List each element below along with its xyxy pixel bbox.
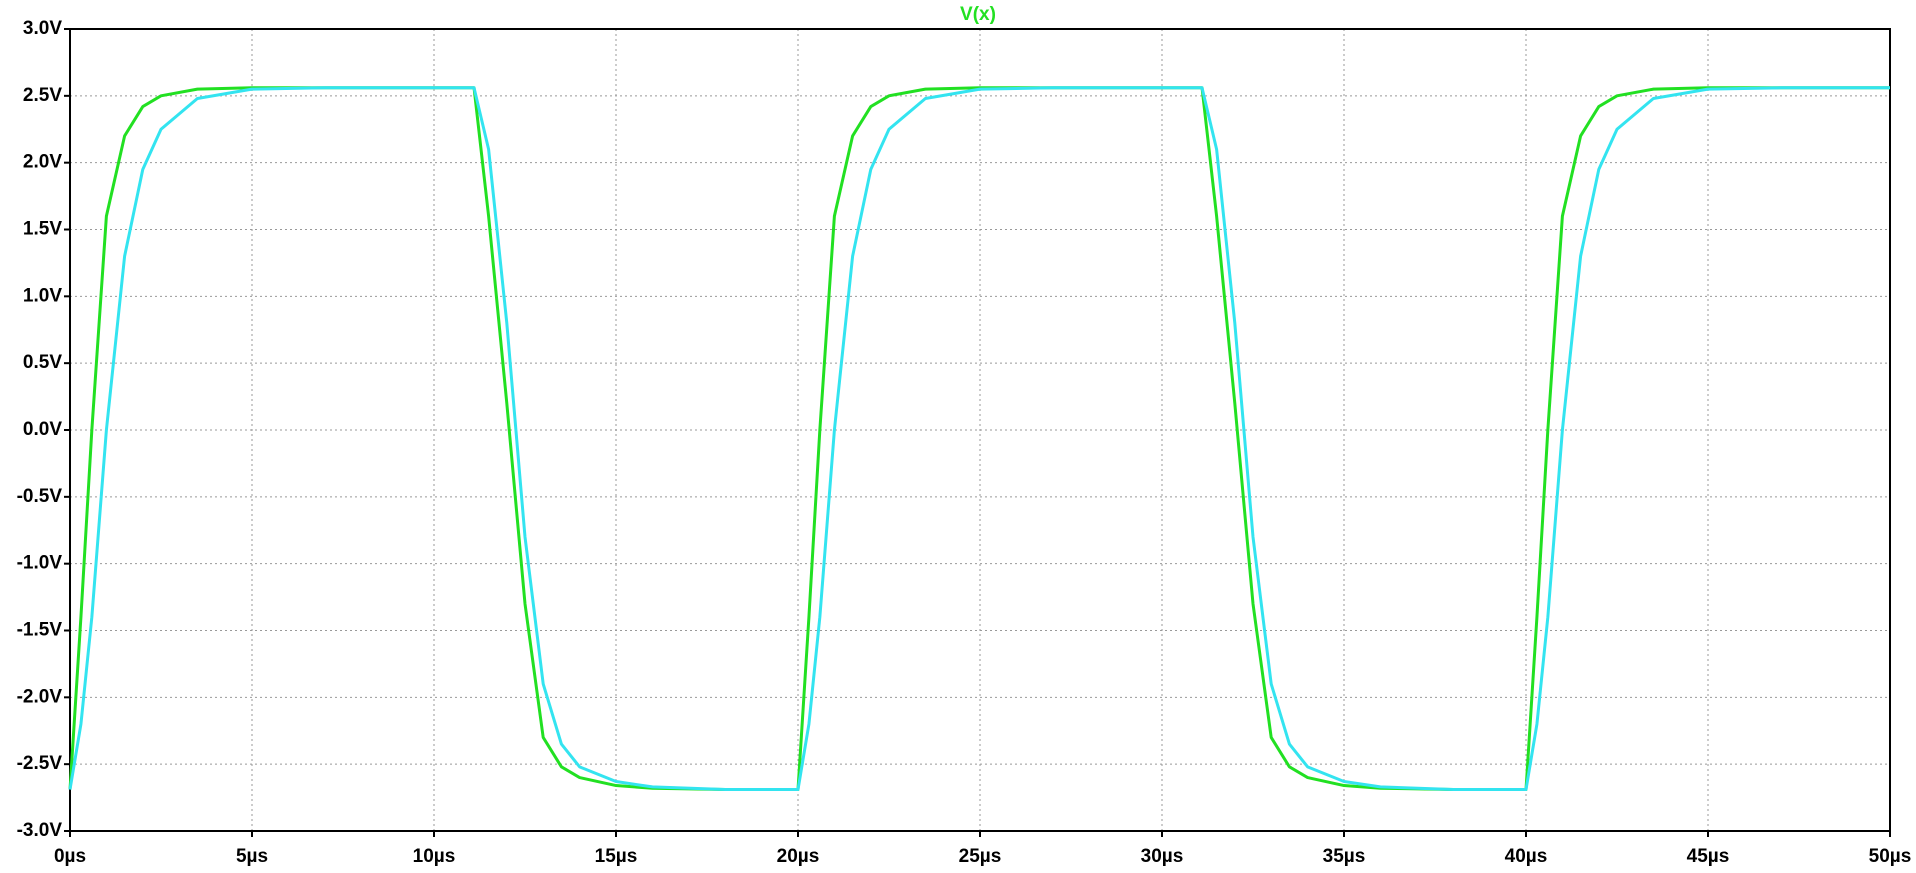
x-tick-label: 50µs <box>1869 846 1912 867</box>
x-tick-label: 15µs <box>595 846 638 867</box>
y-tick-label: 0.5V <box>23 352 62 373</box>
x-tick-label: 40µs <box>1505 846 1548 867</box>
y-tick-label: -2.5V <box>17 753 63 774</box>
y-tick-label: 1.0V <box>23 285 62 306</box>
y-tick-label: 0.0V <box>23 419 62 440</box>
y-tick-label: -2.0V <box>17 686 63 707</box>
series-line <box>68 86 1890 792</box>
x-tick-label: 45µs <box>1687 846 1730 867</box>
y-tick-label: 3.0V <box>23 18 62 39</box>
legend-entry: V(x) <box>960 4 996 25</box>
y-tick-label: 2.5V <box>23 85 62 106</box>
y-tick-label: 2.0V <box>23 152 62 173</box>
x-tick-label: 35µs <box>1323 846 1366 867</box>
y-tick-label: -1.0V <box>17 553 63 574</box>
y-tick-label: -1.5V <box>17 620 63 641</box>
x-tick-label: 25µs <box>959 846 1002 867</box>
x-tick-label: 10µs <box>413 846 456 867</box>
y-tick-label: -0.5V <box>17 486 63 507</box>
x-tick-label: 30µs <box>1141 846 1184 867</box>
x-tick-label: 20µs <box>777 846 820 867</box>
x-tick-label: 5µs <box>236 846 268 867</box>
y-tick-label: -3.0V <box>17 820 63 841</box>
plot-frame <box>69 28 1891 832</box>
x-tick-label: 0µs <box>54 846 86 867</box>
y-tick-label: 1.5V <box>23 219 62 240</box>
